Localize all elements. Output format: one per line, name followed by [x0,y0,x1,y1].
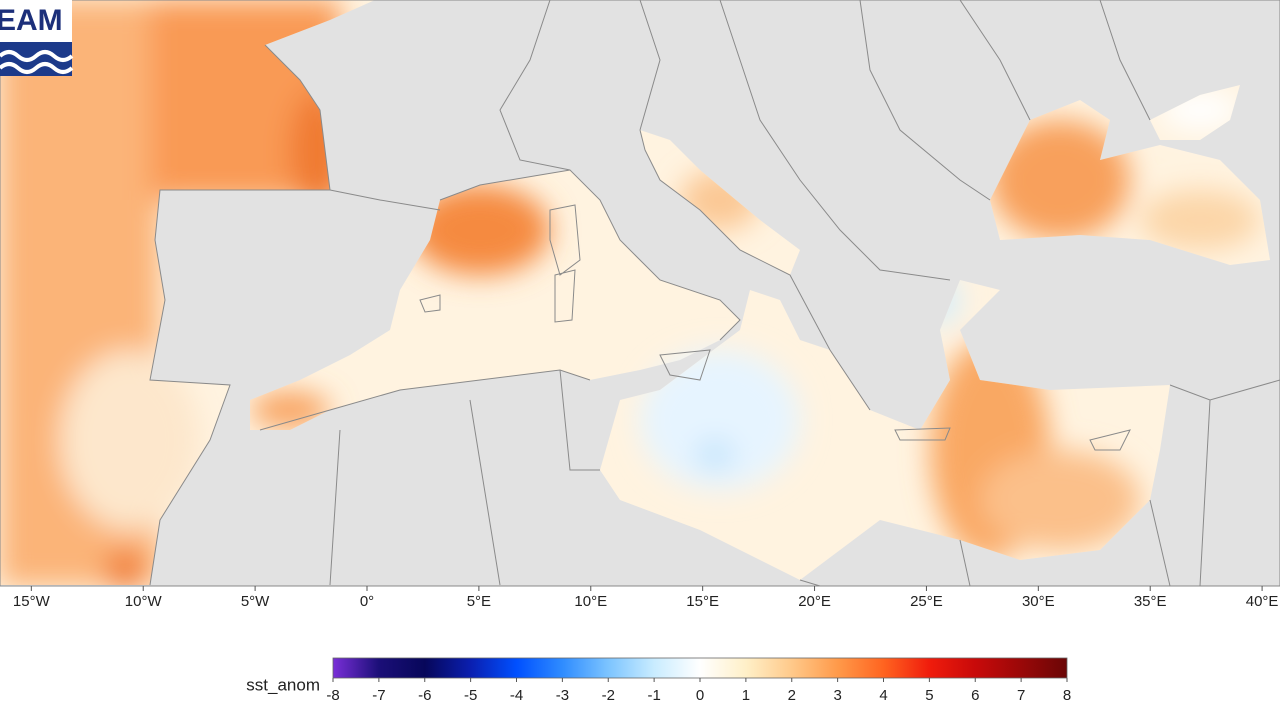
longitude-label: 10°W [125,593,163,610]
colorbar-tick-label: 1 [742,687,750,704]
colorbar-tick-label: 6 [971,687,979,704]
colorbar-tick-label: 8 [1063,687,1071,704]
logo-text: EAM [0,4,63,37]
longitude-label: 30°E [1022,593,1055,610]
longitude-label: 10°E [574,593,607,610]
colorbar-tick-label: 3 [833,687,841,704]
longitude-label: 5°E [467,593,491,610]
colorbar-tick-label: -2 [602,687,615,704]
colorbar-gradient [332,657,1068,679]
logo-waves [0,50,74,74]
longitude-axis: 15°W 10°W 5°W 0° 5°E 10°E 15°E 20°E 25°E 30°E 35°E… [13,586,1279,610]
colorbar-tick-label: 0 [696,687,704,704]
colorbar-tick-label: 4 [879,687,887,704]
colorbar-tick-label: 5 [925,687,933,704]
longitude-label: 35°E [1134,593,1167,610]
colorbar-label: sst_anom [246,675,320,694]
colorbar-tick-label: -4 [510,687,523,704]
longitude-label: 40°E [1246,593,1279,610]
colorbar-tick-label: -3 [556,687,569,704]
longitude-label: 15°E [686,593,719,610]
colorbar-tick-label: -1 [647,687,660,704]
longitude-label: 5°W [241,593,270,610]
colorbar-tick-label: 7 [1017,687,1025,704]
colorbar-tick-label: -8 [326,687,339,704]
map-frame [0,0,1280,587]
colorbar: -8 -7 -6 -5 -4 -3 -2 -1 0 1 2 3 4 5 6 7 8 [326,657,1071,704]
longitude-label: 0° [360,593,374,610]
longitude-label: 15°W [13,593,51,610]
colorbar-tick-label: -7 [372,687,385,704]
borders [149,0,1280,587]
longitude-label: 20°E [798,593,831,610]
longitude-label: 25°E [910,593,943,610]
colorbar-tick-label: -5 [464,687,477,704]
logo: EAM [0,0,74,76]
colorbar-tick-label: 2 [788,687,796,704]
colorbar-tick-label: -6 [418,687,431,704]
